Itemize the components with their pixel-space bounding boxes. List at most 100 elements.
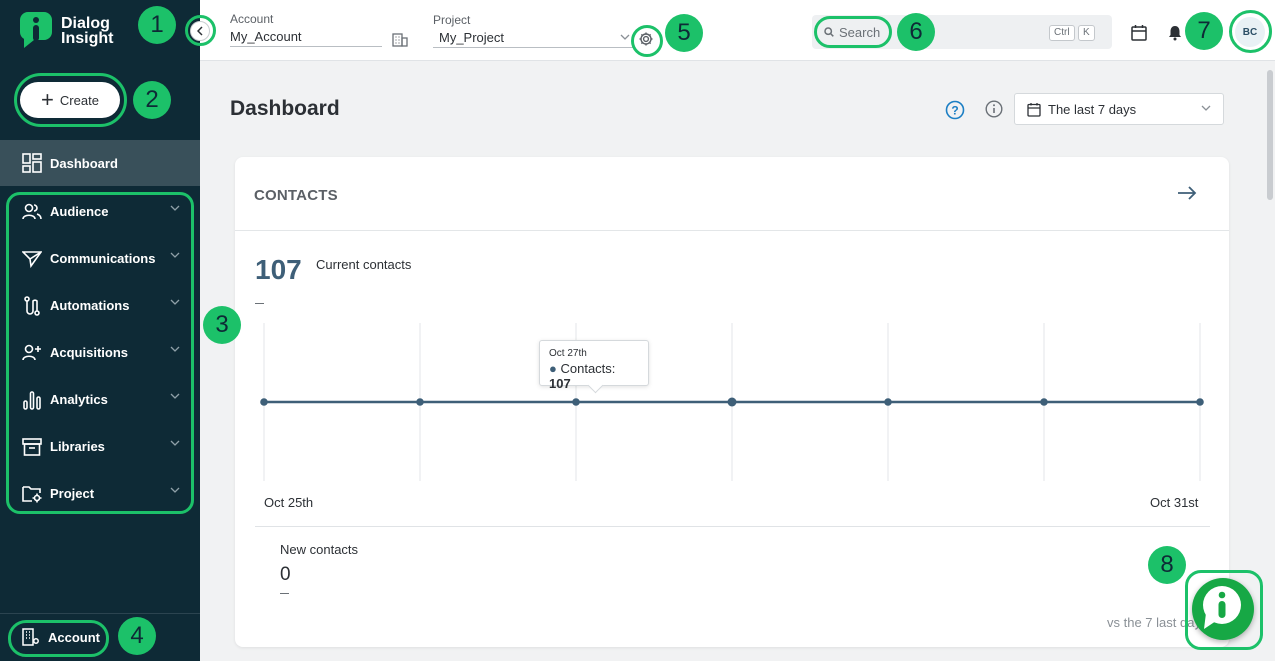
project-selector-value[interactable]: My_Project [433, 30, 633, 48]
trend-dash [255, 303, 264, 304]
chevron-down-icon [170, 346, 180, 352]
data-point[interactable] [1040, 398, 1048, 406]
chevron-down-icon [170, 393, 180, 399]
annotation-marker-7: 7 [1185, 12, 1223, 50]
dialog-insight-logo[interactable]: Dialog Insight [20, 12, 113, 50]
sidebar-item-project[interactable]: Project [0, 470, 200, 517]
logo-text-line1: Dialog [61, 15, 110, 32]
chevron-down-icon [170, 252, 180, 258]
search-placeholder: Search [839, 24, 881, 40]
sidebar-item-label: Analytics [50, 392, 108, 407]
x-axis-start-label: Oct 25th [264, 495, 314, 510]
contacts-card-header: CONTACTS [235, 157, 1229, 231]
chat-assistant-button[interactable] [1192, 578, 1254, 640]
calendar-icon[interactable] [1131, 24, 1147, 41]
archive-icon [22, 437, 42, 457]
account-selector[interactable]: Account My_Account [230, 12, 382, 47]
sidebar-item-label: Libraries [50, 439, 105, 454]
series-dot-icon: ● [549, 361, 557, 376]
date-range-select[interactable]: The last 7 days [1014, 93, 1224, 125]
date-range-value: The last 7 days [1048, 101, 1137, 117]
contacts-line-chart[interactable] [235, 317, 1229, 487]
annotation-marker-8: 8 [1148, 546, 1186, 584]
comparison-text: vs the 7 last days [1107, 615, 1208, 630]
chevron-down-icon [620, 34, 630, 40]
search-input[interactable]: Search Ctrl K [812, 15, 1112, 49]
search-icon [824, 27, 834, 37]
users-icon [22, 202, 42, 222]
divider [255, 526, 1210, 527]
shortcut-key-ctrl: Ctrl [1049, 25, 1075, 41]
bar-chart-icon [22, 390, 42, 410]
contacts-card: CONTACTS 107 Current contacts Oct 27th ●… [235, 157, 1229, 647]
user-plus-icon [22, 343, 42, 363]
sidebar-item-communications[interactable]: Communications [0, 235, 200, 282]
sidebar-item-dashboard[interactable]: Dashboard [0, 140, 200, 186]
folder-gear-icon [22, 484, 42, 504]
annotation-marker-1: 1 [138, 6, 176, 44]
scrollbar-thumb[interactable] [1267, 70, 1273, 200]
create-button-label: Create [59, 92, 99, 108]
gear-icon[interactable] [638, 31, 654, 47]
data-point[interactable] [884, 398, 892, 406]
page-title: Dashboard [230, 97, 340, 120]
data-point[interactable] [1196, 398, 1204, 406]
collapse-sidebar-button[interactable] [190, 21, 210, 41]
dashboard-grid-icon [22, 153, 42, 173]
chevron-left-icon [197, 26, 203, 36]
sidebar-item-label: Project [50, 486, 95, 501]
top-header: Account My_Account Project My_Project Se… [200, 0, 1275, 61]
sidebar-footer: Account [0, 613, 200, 661]
chevron-down-icon [170, 205, 180, 211]
annotation-marker-4: 4 [118, 617, 156, 655]
annotation-marker-6: 6 [897, 13, 935, 51]
chart-tooltip: Oct 27th ● Contacts: 107 [539, 340, 649, 391]
page-scrollbar[interactable] [1265, 62, 1275, 661]
x-axis-end-label: Oct 31st [1150, 495, 1199, 510]
account-button[interactable]: Account [22, 628, 100, 646]
sidebar-item-label: Audience [50, 204, 109, 219]
annotation-marker-3: 3 [203, 306, 241, 344]
trend-dash [280, 593, 289, 594]
sidebar-item-label: Acquisitions [50, 345, 129, 360]
data-point[interactable] [727, 397, 737, 407]
data-point[interactable] [260, 398, 268, 406]
user-avatar[interactable]: BC [1235, 17, 1265, 47]
info-chat-icon [1203, 586, 1241, 629]
chevron-down-icon [170, 299, 180, 305]
tooltip-date: Oct 27th [549, 348, 587, 359]
tooltip-value: 107 [549, 376, 571, 391]
chevron-down-icon [1201, 105, 1211, 111]
new-contacts-count: 0 [280, 564, 291, 585]
svg-text:?: ? [951, 104, 958, 118]
sidebar-item-label: Automations [50, 298, 130, 313]
create-button[interactable]: + Create [20, 82, 120, 118]
project-selector-label: Project [433, 13, 471, 27]
sidebar-item-audience[interactable]: Audience [0, 188, 200, 235]
project-selector[interactable]: Project My_Project [433, 13, 633, 48]
bell-icon[interactable] [1168, 25, 1182, 41]
sidebar-item-label: Communications [50, 251, 156, 266]
sidebar-nav: Audience Communications Automations Acqu… [0, 188, 200, 517]
sidebar-item-analytics[interactable]: Analytics [0, 376, 200, 423]
new-contacts-label: New contacts [280, 542, 359, 557]
building-icon[interactable] [392, 31, 408, 47]
arrow-right-icon[interactable] [1177, 185, 1197, 201]
flow-icon [22, 295, 42, 316]
data-point[interactable] [416, 398, 424, 406]
account-button-label: Account [48, 629, 100, 645]
account-selector-label: Account [230, 12, 274, 26]
info-icon[interactable] [985, 100, 1003, 118]
paper-plane-icon [22, 249, 42, 269]
account-selector-value[interactable]: My_Account [230, 29, 382, 47]
chevron-down-icon [170, 487, 180, 493]
data-point[interactable] [572, 398, 580, 406]
help-icon[interactable]: ? [945, 100, 965, 120]
sidebar-item-automations[interactable]: Automations [0, 282, 200, 329]
tooltip-series-label: Contacts: [560, 361, 616, 376]
current-contacts-count: 107 [255, 254, 302, 285]
sidebar-item-acquisitions[interactable]: Acquisitions [0, 329, 200, 376]
chevron-down-icon [170, 440, 180, 446]
sidebar-item-libraries[interactable]: Libraries [0, 423, 200, 470]
logo-mark-icon [20, 12, 54, 50]
